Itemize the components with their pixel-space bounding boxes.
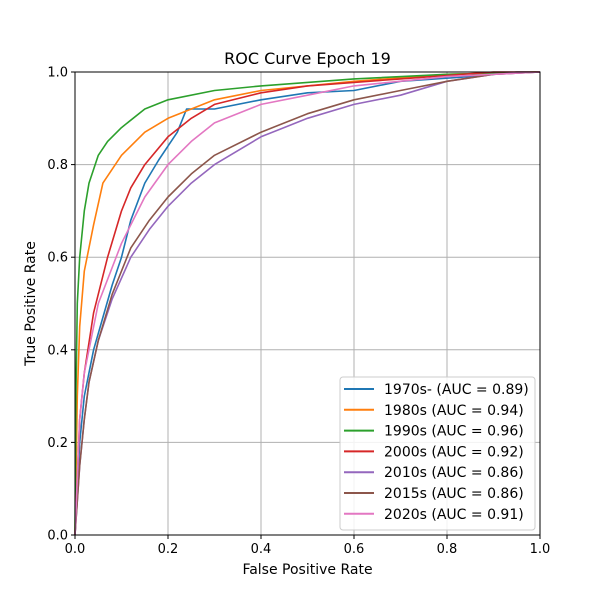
legend-label: 1980s (AUC = 0.94): [384, 403, 524, 419]
x-tick-label: 0.0: [65, 542, 86, 557]
y-tick-label: 0.6: [47, 251, 68, 266]
x-tick-label: 0.4: [251, 542, 272, 557]
legend-label: 2015s (AUC = 0.86): [384, 486, 524, 502]
y-tick-label: 0.4: [47, 343, 68, 358]
x-axis-label: False Positive Rate: [242, 562, 372, 578]
legend-label: 2000s (AUC = 0.92): [384, 444, 524, 460]
legend-label: 2010s (AUC = 0.86): [384, 465, 524, 481]
legend-label: 1970s- (AUC = 0.89): [384, 382, 529, 398]
y-tick-label: 0.8: [47, 158, 68, 173]
roc-curve-1970s: [74, 71, 540, 536]
y-tick-label: 1.0: [47, 66, 68, 81]
x-tick-label: 0.2: [158, 542, 179, 557]
roc-curve-2020s: [74, 71, 541, 536]
roc-curve-1990s: [74, 71, 541, 536]
curves: [74, 71, 541, 536]
x-tick-label: 0.8: [437, 542, 458, 557]
chart-title: ROC Curve Epoch 19: [224, 49, 391, 68]
roc-curve-2000s: [74, 71, 540, 536]
x-tick-label: 0.6: [344, 542, 365, 557]
grid: [74, 71, 541, 536]
roc-curve-2015s: [74, 71, 541, 536]
plot-frame: [74, 71, 541, 536]
x-tick-label: 1.0: [530, 542, 551, 557]
y-axis-label: True Positive Rate: [23, 241, 39, 367]
legend: 1970s- (AUC = 0.89) 1980s (AUC = 0.94) 199…: [339, 376, 536, 531]
y-tick-label: 0.2: [47, 436, 68, 451]
legend-box: [339, 376, 536, 531]
y-tick-label: 0.0: [47, 529, 68, 544]
ticks: 0.0 0.2 0.4 0.6 0.8 1.0 0.0 0.2 0.4 0.6 0.8 1.0: [47, 66, 550, 558]
legend-label: 1990s (AUC = 0.96): [384, 424, 524, 440]
legend-label: 2020s (AUC = 0.91): [384, 507, 524, 523]
